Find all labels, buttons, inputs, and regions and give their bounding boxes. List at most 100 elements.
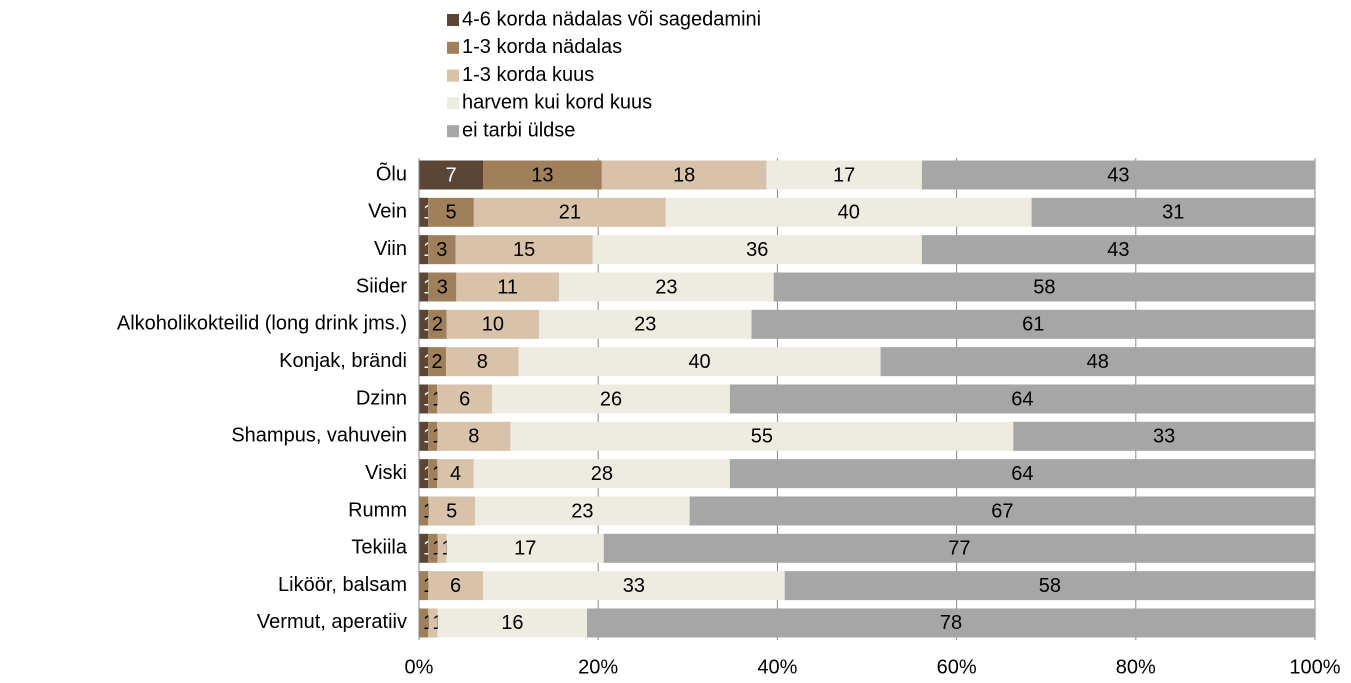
bar-segment: [419, 533, 429, 563]
bar-segment: [419, 309, 429, 339]
data-label: 15: [513, 239, 535, 261]
bar-segment: [428, 608, 438, 638]
data-label: 6: [450, 575, 461, 597]
y-tick-label: Konjak, brändi: [279, 350, 407, 372]
bar-segment: [428, 197, 474, 227]
bar-segment: [419, 197, 429, 227]
bar-segment: [665, 197, 1032, 227]
data-label: 43: [1107, 164, 1129, 186]
bar-segment: [766, 160, 922, 190]
data-label: 4: [450, 463, 461, 485]
bar-segment: [437, 459, 474, 489]
bar-segment: [1031, 197, 1315, 227]
bar-segment: [428, 459, 438, 489]
y-tick-label: Viin: [374, 238, 407, 260]
bar-segment: [559, 272, 774, 302]
data-label: 31: [1162, 202, 1184, 224]
bar-segment: [689, 496, 1315, 526]
bar-segment: [773, 272, 1315, 302]
y-tick-label: Liköör, balsam: [278, 574, 407, 596]
bar-segment: [428, 571, 483, 601]
bar-segment: [419, 160, 483, 190]
bar-segment: [475, 496, 690, 526]
x-tick-label: 80%: [1116, 656, 1156, 678]
data-label: 16: [501, 612, 523, 634]
bar-segment: [601, 160, 767, 190]
x-tick-label: 100%: [1289, 656, 1340, 678]
data-label: 64: [1011, 388, 1033, 410]
bar-segment: [456, 272, 559, 302]
data-label: 8: [468, 426, 479, 448]
bar-segment: [419, 235, 429, 265]
y-tick-label: Õlu: [376, 161, 407, 185]
data-label: 18: [673, 164, 695, 186]
bar-segment: [729, 384, 1315, 414]
data-label: 6: [459, 388, 470, 410]
bar-segment: [880, 347, 1315, 377]
data-label: 48: [1087, 351, 1109, 373]
bar-segment: [539, 309, 752, 339]
data-label: 26: [600, 388, 622, 410]
bar-segment: [473, 459, 730, 489]
data-label: 43: [1107, 239, 1129, 261]
bar-segment: [437, 533, 447, 563]
bar-segment: [729, 459, 1315, 489]
bar-segment: [419, 496, 429, 526]
y-tick-label: Dzinn: [356, 387, 407, 409]
legend-label: harvem kui kord kuus: [462, 92, 652, 114]
data-label: 3: [437, 276, 448, 298]
data-label: 13: [531, 164, 553, 186]
data-label: 7: [445, 164, 456, 186]
bar-segment: [428, 347, 447, 377]
bar-segment: [751, 309, 1315, 339]
data-label: 23: [634, 314, 656, 336]
data-label: 2: [432, 314, 443, 336]
data-label: 17: [514, 538, 536, 560]
legend-label: ei tarbi üldse: [462, 119, 575, 141]
bar-segment: [428, 235, 456, 265]
bar-segment: [492, 384, 730, 414]
bar-segment: [428, 309, 447, 339]
bar-segment: [518, 347, 881, 377]
bar-segment: [419, 384, 429, 414]
data-label: 8: [477, 351, 488, 373]
data-label: 28: [591, 463, 613, 485]
legend-swatch: [447, 41, 459, 54]
data-label: 10: [482, 314, 504, 336]
data-label: 36: [746, 239, 768, 261]
y-tick-label: Shampus, vahuvein: [231, 425, 407, 447]
bar-segment: [446, 309, 540, 339]
legend-label: 1-3 korda kuus: [462, 64, 594, 86]
data-label: 58: [1039, 575, 1061, 597]
bar-segment: [510, 421, 1014, 451]
data-label: 64: [1011, 463, 1033, 485]
bar-segment: [1013, 421, 1315, 451]
data-label: 21: [559, 202, 581, 224]
y-tick-label: Alkoholikokteilid (long drink jms.): [117, 313, 407, 335]
bar-segment: [419, 608, 429, 638]
bar-segment: [603, 533, 1315, 563]
bar-segment: [446, 533, 604, 563]
data-label: 61: [1022, 314, 1044, 336]
y-tick-label: Rumm: [348, 499, 407, 521]
bar-segment: [428, 384, 438, 414]
x-tick-label: 40%: [757, 656, 797, 678]
bar-segment: [592, 235, 922, 265]
data-label: 2: [432, 351, 443, 373]
data-label: 23: [571, 500, 593, 522]
data-label: 33: [623, 575, 645, 597]
bar-segment: [483, 571, 785, 601]
bar-segment: [473, 197, 666, 227]
y-tick-label: Vein: [368, 201, 407, 223]
bar-segment: [419, 347, 429, 377]
bar-segment: [428, 421, 438, 451]
data-label: 78: [940, 612, 962, 634]
bar-segment: [446, 347, 519, 377]
y-tick-label: Viski: [365, 462, 407, 484]
legend-label: 1-3 korda nädalas: [462, 36, 622, 58]
data-label: 33: [1153, 426, 1175, 448]
data-label: 40: [688, 351, 710, 373]
data-label: 55: [751, 426, 773, 448]
data-label: 5: [446, 500, 457, 522]
